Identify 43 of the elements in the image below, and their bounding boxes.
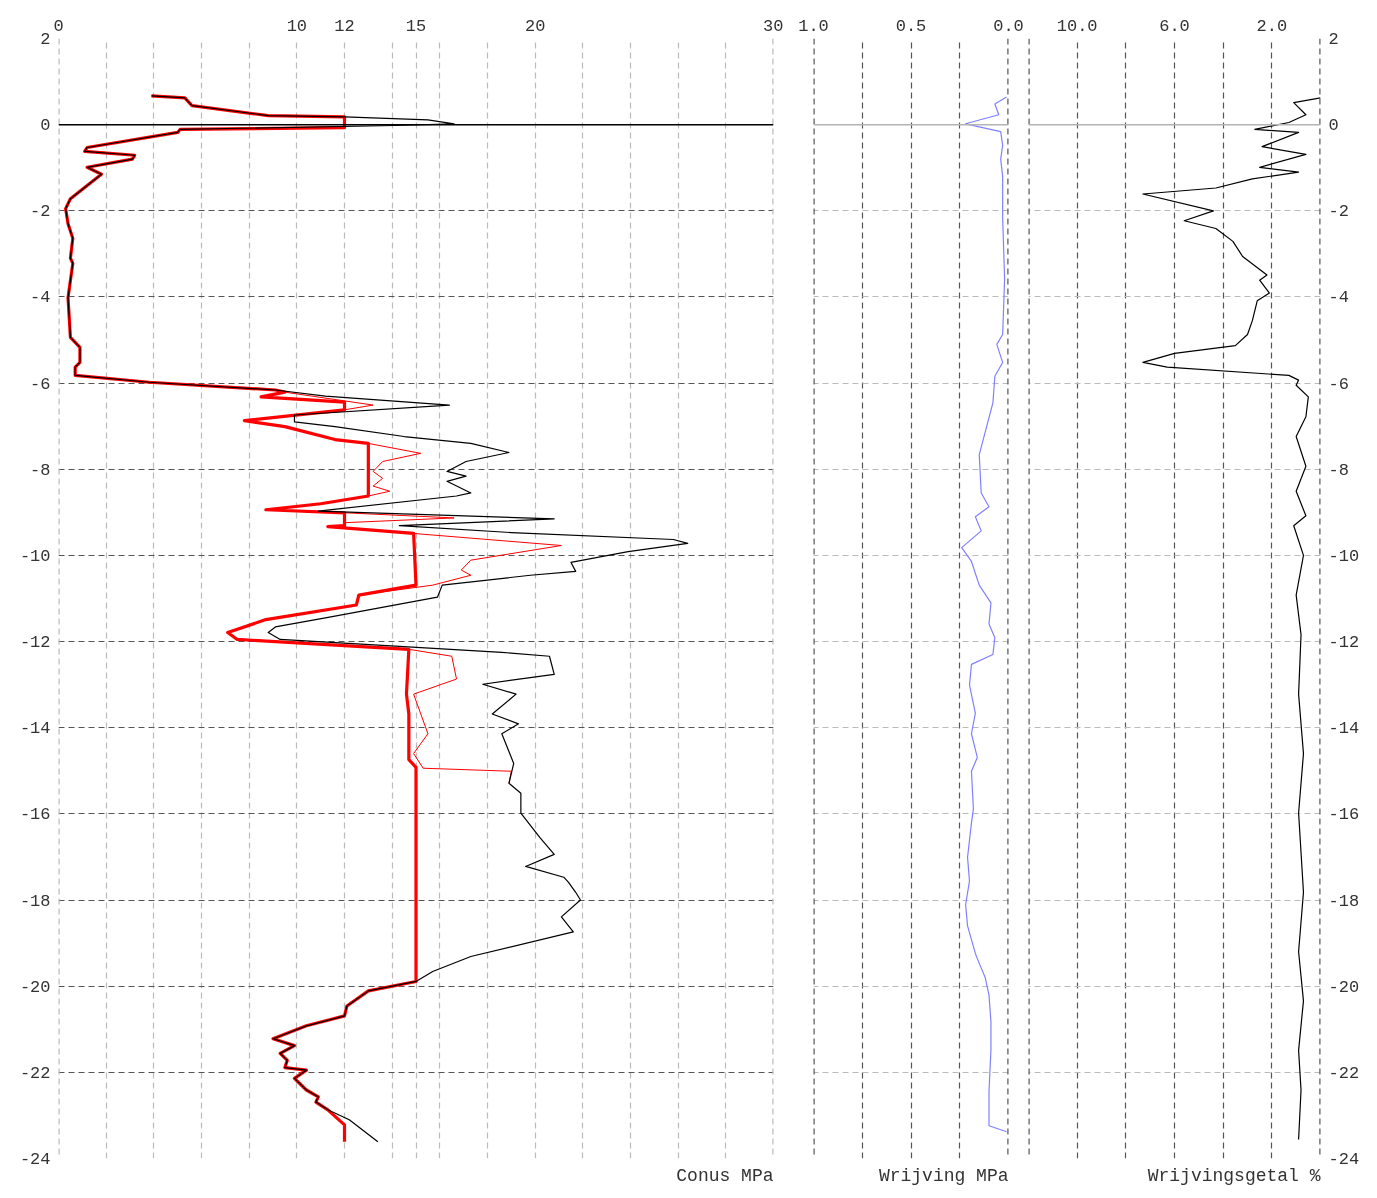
y-tick-label: -4 xyxy=(30,288,51,308)
y-tick-label: 0 xyxy=(1328,116,1339,136)
y-tick-label: -16 xyxy=(1328,805,1360,825)
y-tick-label: -22 xyxy=(1328,1063,1360,1083)
x-axis-title: Wrijvingsgetal % xyxy=(1147,1165,1321,1186)
y-tick-label: -4 xyxy=(1328,288,1349,308)
y-tick-label: -18 xyxy=(19,891,51,911)
y-tick-label: 2 xyxy=(1328,30,1339,49)
y-tick-label: 0 xyxy=(40,116,51,136)
x-tick-label: 0 xyxy=(53,16,64,36)
y-tick-label: -8 xyxy=(1328,460,1349,480)
y-tick-label: -24 xyxy=(19,1150,51,1169)
y-tick-label: -12 xyxy=(1328,633,1360,653)
y-tick-label: -20 xyxy=(1328,977,1360,997)
y-tick-label: -18 xyxy=(1328,891,1360,911)
y-tick-label: -24 xyxy=(1328,1150,1360,1169)
x-axis-title: Conus MPa xyxy=(676,1165,774,1186)
x-tick-label: 0.0 xyxy=(993,16,1024,36)
y-tick-label: -2 xyxy=(30,202,51,222)
y-tick-label: -6 xyxy=(1328,374,1349,394)
y-tick-label: -6 xyxy=(30,374,51,394)
x-tick-label: 20 xyxy=(524,16,546,36)
y-tick-label: -8 xyxy=(30,460,51,480)
x-tick-label: 0.5 xyxy=(895,16,927,36)
x-tick-label: 10 xyxy=(286,16,308,36)
x-tick-label: 6.0 xyxy=(1159,16,1190,36)
y-tick-label: -20 xyxy=(19,977,51,997)
x-axis-title: Wrijving MPa xyxy=(878,1165,1009,1186)
y-tick-label: -2 xyxy=(1328,202,1349,222)
y-tick-label: -14 xyxy=(19,719,51,739)
y-tick-label: -10 xyxy=(1328,546,1360,566)
x-tick-label: 1.0 xyxy=(798,16,829,36)
x-tick-label: 12 xyxy=(334,16,355,36)
y-tick-label: -22 xyxy=(19,1063,51,1083)
y-tick-label: -16 xyxy=(19,805,51,825)
y-tick-label: -12 xyxy=(19,633,51,653)
x-tick-label: 2.0 xyxy=(1256,16,1288,36)
y-tick-label: 2 xyxy=(40,30,51,49)
x-tick-label: 30 xyxy=(763,16,784,36)
x-tick-label: 15 xyxy=(405,16,427,36)
x-tick-label: 10.0 xyxy=(1056,16,1098,36)
y-tick-label: -14 xyxy=(1328,719,1360,739)
y-tick-label: -10 xyxy=(19,546,51,566)
